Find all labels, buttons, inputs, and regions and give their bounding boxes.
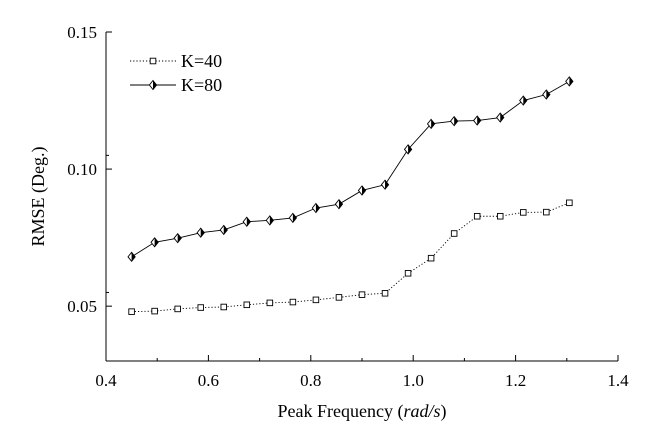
data-point <box>334 198 344 210</box>
data-point-fill <box>338 199 343 209</box>
data-point-fill <box>223 225 228 235</box>
x-axis-title-unit: rad/s <box>403 401 440 421</box>
data-point-fill <box>523 96 527 106</box>
data-point-fill <box>385 180 389 190</box>
data-point <box>473 212 481 220</box>
data-point <box>380 179 390 190</box>
x-tick-label: 0.6 <box>198 371 219 390</box>
data-point-fill <box>292 213 297 223</box>
x-axis-title-close: ) <box>440 401 446 422</box>
data-point <box>404 270 412 277</box>
data-point <box>312 296 320 304</box>
data-point-fill <box>269 215 274 225</box>
data-point <box>173 232 182 244</box>
data-point <box>174 305 181 313</box>
data-point <box>243 301 251 309</box>
legend-entry: K=40 <box>130 51 222 71</box>
data-point <box>196 227 205 238</box>
series-k-80 <box>127 76 574 263</box>
legend-marker-fill <box>153 80 157 90</box>
data-point-fill <box>477 116 481 126</box>
data-point-fill <box>408 144 412 154</box>
x-tick-label: 1.0 <box>403 371 424 390</box>
data-point-fill <box>500 113 504 123</box>
data-point-fill <box>200 228 205 238</box>
series-line <box>131 202 570 313</box>
data-point <box>288 212 298 224</box>
data-point <box>566 199 573 207</box>
data-point <box>151 307 158 315</box>
data-point <box>426 118 436 130</box>
data-point <box>311 202 321 214</box>
x-axis-title-main: Peak Frequency <box>278 401 393 421</box>
data-point <box>473 115 482 126</box>
legend-label: K=80 <box>181 75 222 95</box>
data-point <box>266 299 274 307</box>
data-point <box>543 208 550 216</box>
data-point-fill <box>569 76 573 86</box>
data-point <box>127 251 136 263</box>
data-point-fill <box>131 252 136 262</box>
data-point <box>381 290 389 297</box>
legend: K=40 K=80 <box>130 51 222 95</box>
data-point-fill <box>246 217 251 227</box>
data-point <box>197 304 204 311</box>
x-axis-title-open: ( <box>393 401 404 422</box>
x-tick-label: 1.2 <box>505 371 526 390</box>
data-point <box>219 224 228 236</box>
data-point <box>403 144 413 155</box>
y-tick-label: 0.15 <box>67 23 97 42</box>
y-tick-label: 0.05 <box>67 297 97 316</box>
data-point <box>220 303 228 311</box>
data-point <box>542 89 551 100</box>
data-point <box>128 308 135 315</box>
data-point <box>565 76 574 87</box>
legend-marker <box>148 79 158 91</box>
data-point-fill <box>454 116 458 126</box>
data-point <box>450 230 458 237</box>
legend-entry: K=80 <box>130 75 222 95</box>
data-point-fill <box>154 237 159 247</box>
y-axis-title: RMSE (Deg.) <box>28 147 49 247</box>
data-point <box>289 298 297 306</box>
data-point <box>520 209 527 216</box>
data-point-fill <box>546 90 550 100</box>
axis-titles: Peak Frequency (rad/s) RMSE (Deg.) <box>28 147 446 423</box>
axis-ticks: 0.4 0.6 0.8 1.0 1.2 1.4 0.05 0.10 0.15 <box>67 23 629 390</box>
data-point-fill <box>177 233 182 243</box>
data-point-fill <box>315 203 320 213</box>
data-point <box>335 294 343 301</box>
x-tick-label: 0.8 <box>300 371 321 390</box>
legend-marker <box>149 57 157 65</box>
data-point <box>265 215 275 226</box>
data-point-fill <box>362 185 366 195</box>
x-tick-label: 0.4 <box>95 371 117 390</box>
series-line <box>131 80 570 258</box>
data-point <box>357 185 367 196</box>
data-point <box>449 115 459 127</box>
x-axis-title: Peak Frequency (rad/s) <box>278 401 447 422</box>
data-point <box>150 237 159 248</box>
data-point <box>242 216 251 227</box>
data-point <box>496 112 505 123</box>
data-point <box>519 95 528 106</box>
y-tick-label: 0.10 <box>67 160 97 179</box>
data-point <box>358 291 366 298</box>
data-point-fill <box>431 119 435 129</box>
series-k-40 <box>128 199 573 315</box>
legend-label: K=40 <box>181 51 222 71</box>
data-point <box>427 254 435 262</box>
data-point <box>496 212 504 220</box>
x-tick-label: 1.4 <box>607 371 629 390</box>
series-layer <box>127 76 574 315</box>
